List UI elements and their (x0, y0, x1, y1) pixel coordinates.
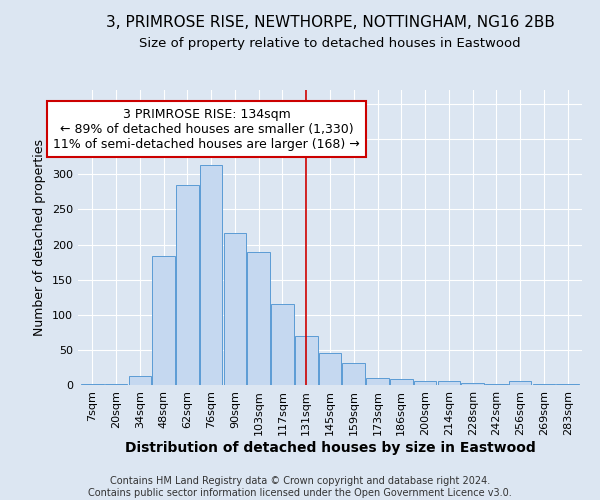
Bar (461, 383, 484, 385)
Bar (176, 185, 199, 385)
Bar (128, 376, 151, 385)
Bar (295, 336, 317, 385)
Bar (533, 384, 555, 385)
Text: 3 PRIMROSE RISE: 134sqm
← 89% of detached houses are smaller (1,330)
11% of semi: 3 PRIMROSE RISE: 134sqm ← 89% of detache… (53, 108, 360, 150)
Y-axis label: Number of detached properties: Number of detached properties (34, 139, 46, 336)
Bar (81, 384, 104, 385)
Text: Size of property relative to detached houses in Eastwood: Size of property relative to detached ho… (139, 38, 521, 51)
Bar (343, 362, 365, 385)
Bar (224, 234, 246, 385)
Bar (366, 378, 389, 385)
Bar (105, 384, 127, 385)
Bar (437, 382, 460, 385)
Bar (414, 381, 436, 385)
Text: Distribution of detached houses by size in Eastwood: Distribution of detached houses by size … (125, 441, 535, 455)
Bar (485, 384, 508, 385)
Bar (319, 354, 341, 385)
Bar (247, 252, 270, 385)
Text: Contains HM Land Registry data © Crown copyright and database right 2024.
Contai: Contains HM Land Registry data © Crown c… (88, 476, 512, 498)
Bar (152, 256, 175, 385)
Text: 3, PRIMROSE RISE, NEWTHORPE, NOTTINGHAM, NG16 2BB: 3, PRIMROSE RISE, NEWTHORPE, NOTTINGHAM,… (106, 15, 554, 30)
Bar (509, 382, 532, 385)
Bar (200, 165, 223, 385)
Bar (556, 384, 579, 385)
Bar (390, 380, 413, 385)
Bar (271, 304, 294, 385)
